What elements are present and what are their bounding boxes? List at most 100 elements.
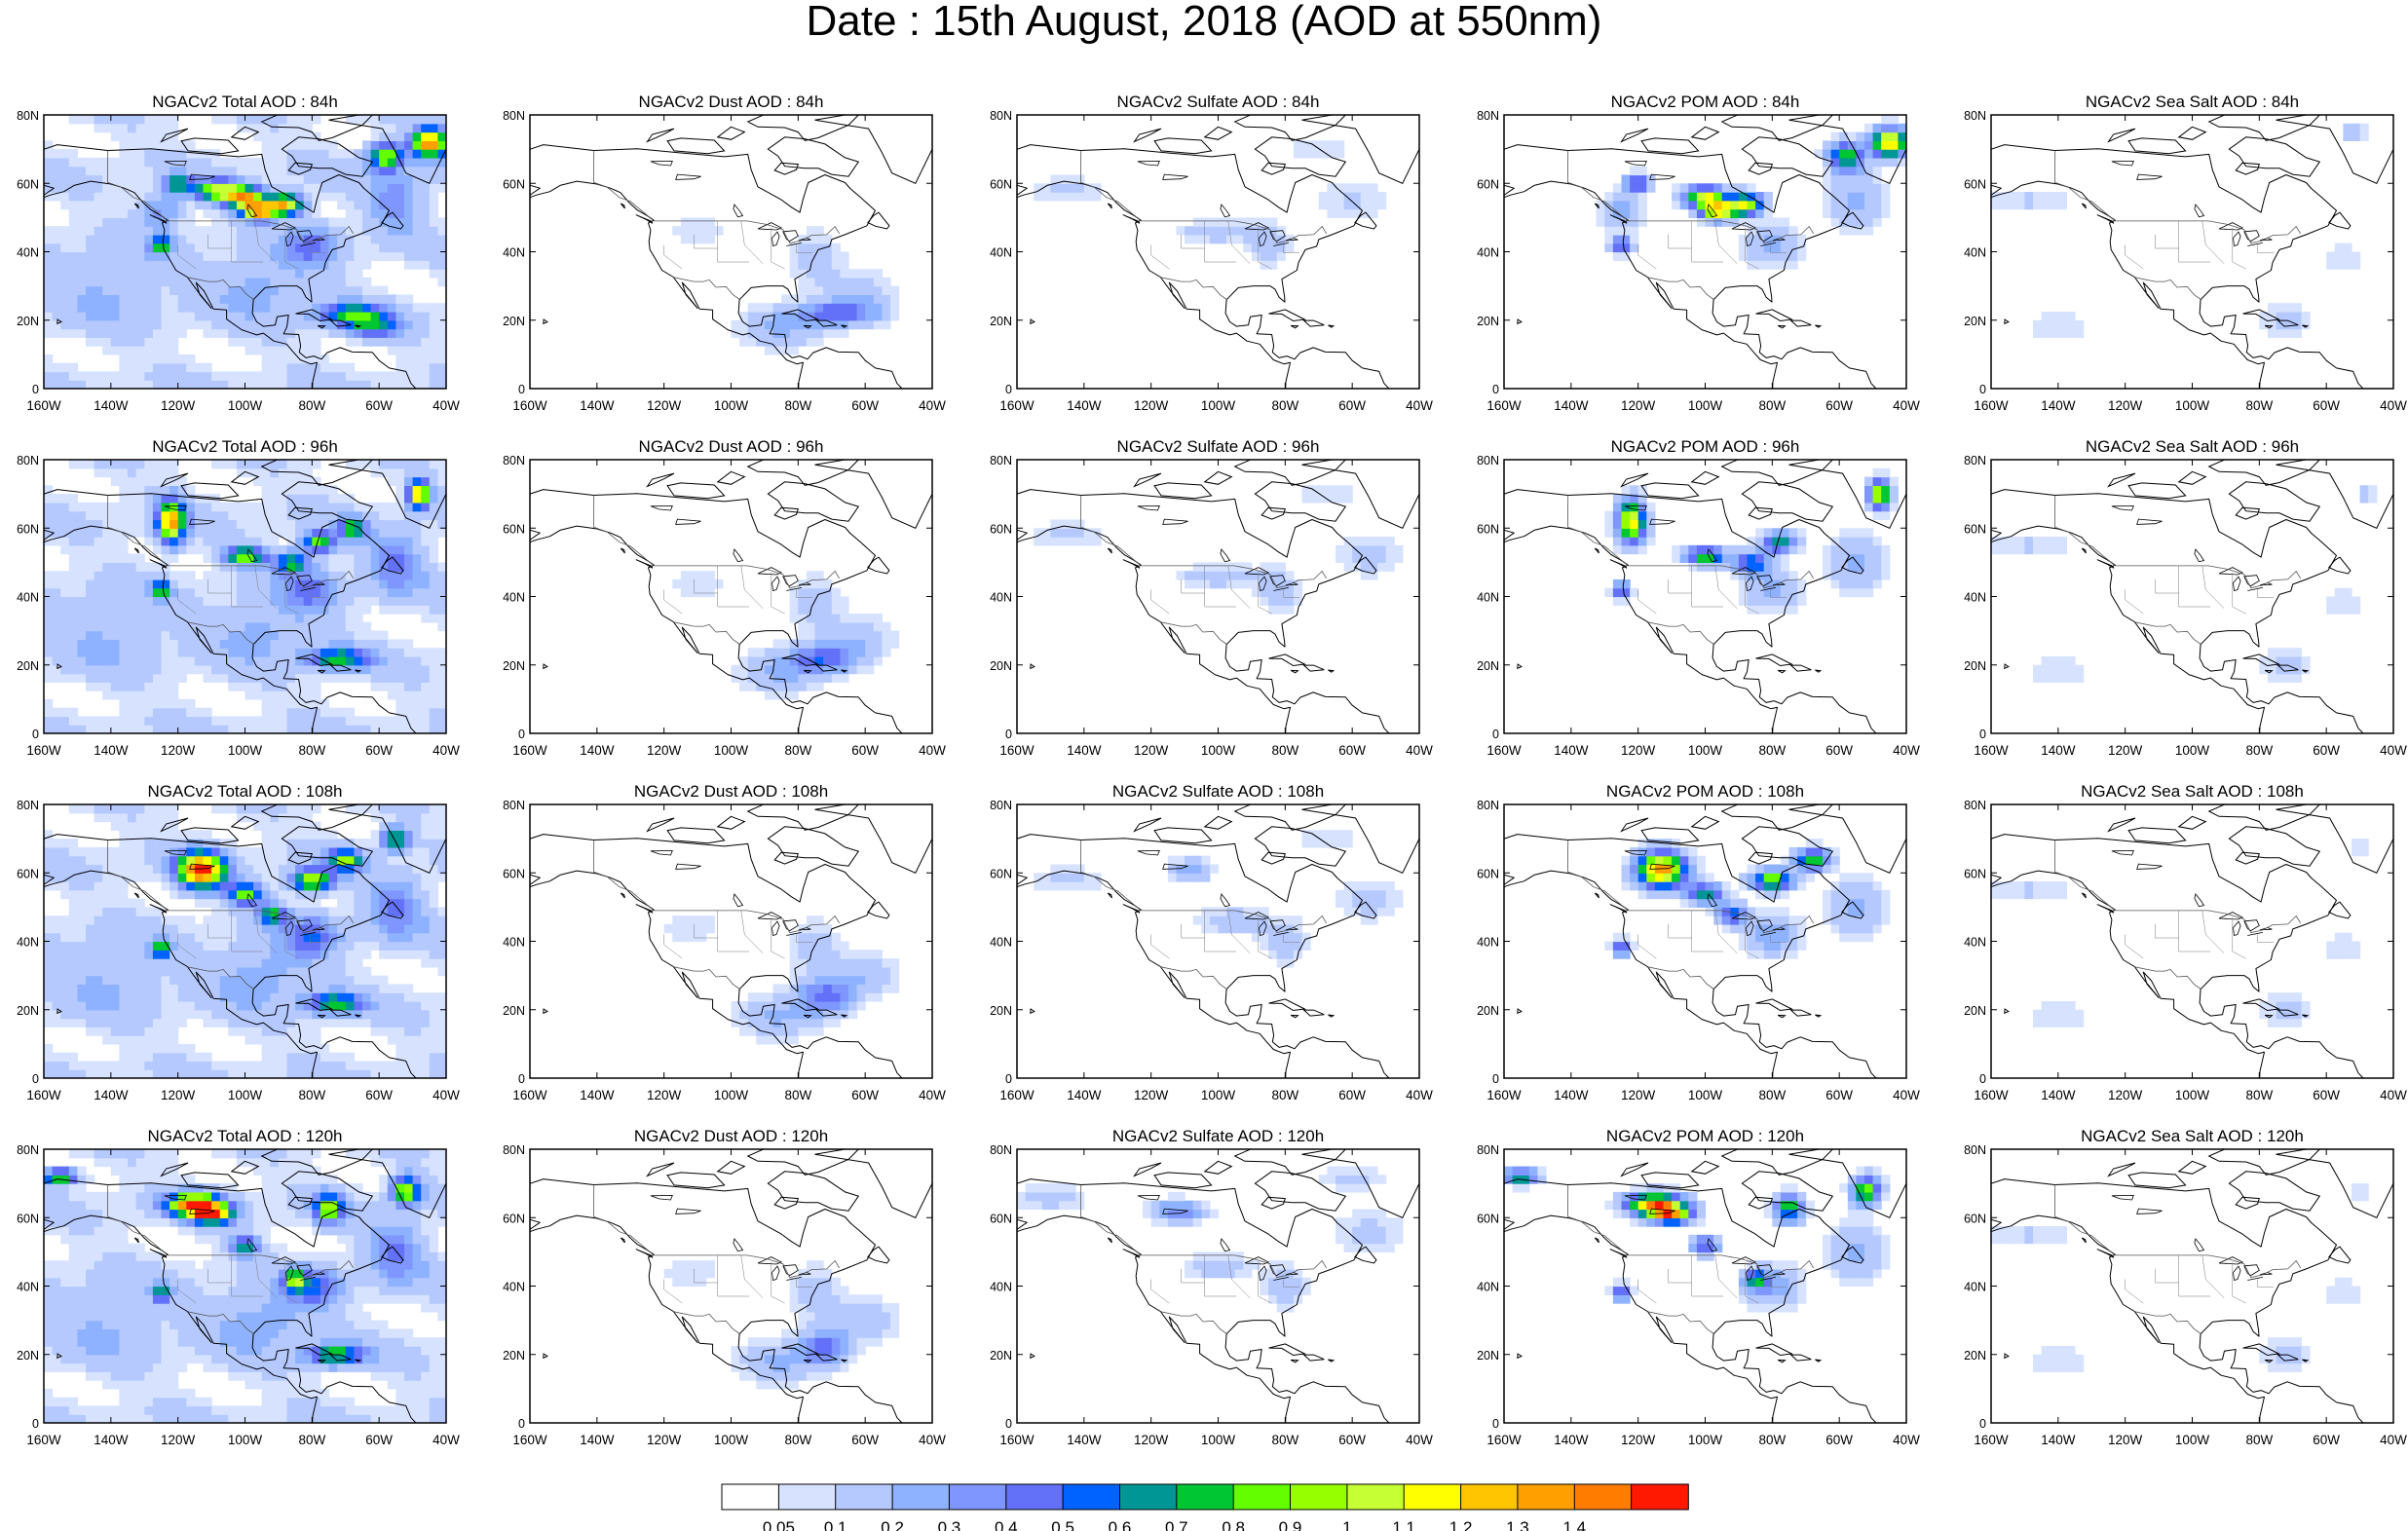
lon-tick-label: 100W [2175, 398, 2210, 413]
lake-outline [1707, 548, 1718, 563]
lake-outline [2243, 1264, 2260, 1277]
island-outline [803, 1359, 812, 1363]
island-outline [781, 998, 819, 1012]
country-border [187, 966, 255, 990]
state-border [2232, 916, 2246, 959]
panel-title: NGACv2 Sea Salt AOD : 108h [2081, 782, 2304, 801]
island-outline [773, 162, 799, 175]
lake-outline [1162, 1208, 1188, 1214]
island-outline [543, 1353, 548, 1360]
lon-tick-label: 160W [26, 743, 61, 758]
island-outline [1301, 460, 1419, 529]
lat-tick-label: 0 [1492, 728, 1499, 741]
island-outline [1290, 669, 1299, 674]
lat-tick-label: 80N [990, 454, 1012, 467]
lat-tick-label: 0 [1492, 1417, 1499, 1431]
lake-outline [1137, 1194, 1160, 1201]
island-outline [1789, 319, 1812, 327]
country-border [187, 277, 255, 301]
island-outline [1354, 901, 1377, 919]
coastline [1991, 834, 2364, 1078]
island-outline [1268, 1343, 1306, 1357]
island-outline [2276, 460, 2393, 529]
island-outline [2242, 653, 2280, 667]
lon-tick-label: 120W [2108, 1433, 2143, 1447]
island-outline [2004, 1353, 2010, 1360]
lake-outline [1649, 1208, 1675, 1214]
country-border [1160, 966, 1228, 990]
lat-tick-label: 20N [990, 1349, 1012, 1363]
panel-title: NGACv2 Sea Salt AOD : 120h [2081, 1127, 2304, 1145]
colorbar-label: 0.05 [763, 1518, 795, 1531]
lake-outline [296, 919, 313, 932]
island-outline [1741, 136, 1834, 177]
colorbar-swatch [1290, 1483, 1348, 1511]
state-border [2125, 244, 2144, 270]
country-border [1160, 621, 1228, 646]
lake-outline [1624, 849, 1647, 856]
lat-tick-label: 0 [1979, 1072, 1986, 1086]
lon-tick-label: 60W [851, 1433, 879, 1447]
lon-tick-label: 80W [1271, 1088, 1298, 1102]
lake-outline [782, 575, 799, 587]
state-border [694, 1268, 718, 1284]
country-border [1647, 966, 1715, 990]
lake-outline [1707, 893, 1718, 908]
lake-outline [2218, 1256, 2244, 1265]
island-outline [1789, 1354, 1812, 1362]
lon-tick-label: 120W [161, 398, 196, 413]
state-border [740, 1254, 764, 1298]
lake-outline [757, 1256, 783, 1265]
state-border [1227, 910, 1251, 953]
lake-outline [312, 927, 325, 931]
lon-tick-label: 140W [94, 1433, 129, 1447]
lon-tick-label: 80W [1758, 1088, 1786, 1102]
lon-tick-label: 140W [580, 743, 615, 758]
lat-tick-label: 20N [503, 315, 525, 328]
lat-tick-label: 40N [503, 936, 525, 950]
lon-tick-label: 120W [647, 398, 682, 413]
panel-title: NGACv2 Sulfate AOD : 120h [1112, 1127, 1324, 1145]
lon-tick-label: 140W [94, 1088, 129, 1102]
lon-tick-label: 120W [1621, 398, 1656, 413]
lon-tick-label: 160W [1486, 743, 1522, 758]
lon-tick-label: 120W [1621, 743, 1656, 758]
country-border [1647, 277, 1715, 301]
lon-tick-label: 100W [1688, 1088, 1723, 1102]
island-outline [295, 998, 333, 1012]
lon-tick-label: 40W [1893, 1433, 1920, 1447]
lat-tick-label: 80N [990, 799, 1012, 812]
lon-tick-label: 140W [580, 398, 615, 413]
lake-outline [1760, 1277, 1776, 1281]
country-border [2134, 1311, 2202, 1335]
lon-tick-label: 80W [1758, 1433, 1786, 1447]
map-panel-sulfate-3: NGACv2 Sulfate AOD : 120h 0 20N 40N 60N 80N 16… [990, 1127, 1433, 1447]
lake-outline [1162, 863, 1188, 870]
map-panel-sulfate-2: NGACv2 Sulfate AOD : 108h 0 20N 40N 60N 80N 16… [990, 782, 1433, 1102]
state-border [771, 572, 785, 615]
map-panel-sulfate-1: NGACv2 Sulfate AOD : 96h 0 20N 40N 60N 80N 160… [990, 437, 1433, 758]
coastline [1991, 489, 2364, 733]
state-border [177, 589, 197, 615]
lat-tick-label: 40N [1477, 1281, 1499, 1294]
island-outline [2004, 318, 2010, 325]
island-outline [230, 126, 260, 140]
island-outline [666, 827, 726, 844]
state-border [771, 916, 785, 959]
lake-outline [782, 919, 799, 932]
aod-field [44, 1149, 446, 1423]
island-outline [1748, 506, 1773, 520]
lon-tick-label: 140W [580, 1088, 615, 1102]
colorbar-label: 0.2 [881, 1518, 904, 1531]
island-outline [841, 669, 848, 673]
lat-tick-label: 40N [1964, 246, 1986, 260]
island-outline [1620, 128, 1649, 143]
island-outline [2096, 1249, 2115, 1258]
lat-tick-label: 20N [990, 1004, 1012, 1018]
country-border [1079, 495, 1328, 589]
island-outline [1517, 318, 1523, 325]
island-outline [2264, 1359, 2274, 1363]
lon-tick-label: 80W [2245, 743, 2273, 758]
state-border [771, 1261, 785, 1304]
island-outline [1777, 324, 1787, 329]
